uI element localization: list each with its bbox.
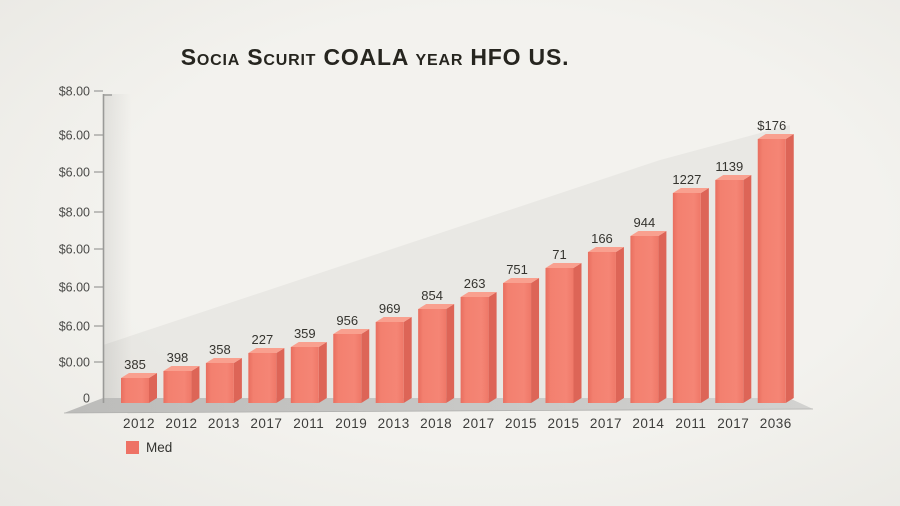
y-axis-label: $8.00 xyxy=(59,206,90,220)
bar-side-face xyxy=(149,373,157,403)
bar xyxy=(375,322,404,403)
bar-top-face xyxy=(121,373,157,378)
bar-side-face xyxy=(700,188,709,403)
bar-side-face xyxy=(403,317,412,403)
bar xyxy=(587,252,616,403)
bar-top-face xyxy=(503,278,540,283)
floor-front-edge xyxy=(63,408,814,414)
bar xyxy=(205,363,234,403)
bar-top-face xyxy=(333,329,370,334)
x-axis-label: 2014 xyxy=(632,416,664,431)
x-axis-label: 2015 xyxy=(547,416,579,431)
bar-value-label: 969 xyxy=(379,301,401,316)
bar-top-face xyxy=(163,366,200,371)
bar-side-face xyxy=(233,358,242,403)
bar-value-label: 263 xyxy=(464,276,486,291)
bar-top-face xyxy=(587,247,624,252)
x-axis-label: 2012 xyxy=(165,416,197,431)
y-axis-label: $6.00 xyxy=(59,243,90,257)
x-axis-label: 2017 xyxy=(717,416,749,431)
x-axis-label: 2015 xyxy=(505,416,537,431)
bar-side-face xyxy=(276,348,285,403)
bar-value-label: 751 xyxy=(506,262,528,277)
bar-top-face xyxy=(375,317,412,322)
bar-value-label: 227 xyxy=(251,332,273,347)
bar-side-face xyxy=(785,134,794,403)
x-axis-label: 2019 xyxy=(335,416,367,431)
y-axis-label: $6.00 xyxy=(59,166,90,180)
chart-title: Socia Scurit COALA year HFO US. xyxy=(180,44,570,70)
bar xyxy=(290,347,319,403)
bar xyxy=(715,180,744,403)
y-axis-label: $6.00 xyxy=(59,281,90,295)
legend-label: Med xyxy=(146,440,173,455)
bar-top-face xyxy=(757,134,794,139)
bar-side-face xyxy=(361,329,370,403)
bar xyxy=(503,283,532,403)
bar xyxy=(545,268,574,403)
bar-side-face xyxy=(743,175,752,403)
x-axis-label: 2017 xyxy=(463,416,495,431)
x-axis-label: 2012 xyxy=(123,416,155,431)
bar xyxy=(418,309,447,403)
bar-value-label: 1227 xyxy=(672,172,701,187)
bar-top-face xyxy=(290,342,327,347)
bar xyxy=(248,353,277,403)
y-axis-label: $6.00 xyxy=(59,129,90,143)
legend: Med xyxy=(126,440,172,455)
bar-value-label: 944 xyxy=(634,215,656,230)
bar-top-face xyxy=(545,263,582,268)
bar-top-face xyxy=(418,304,455,309)
y-axis-label: 0 xyxy=(83,392,90,406)
bar-side-face xyxy=(488,292,497,403)
bar-side-face xyxy=(318,342,327,403)
bar-value-label: 166 xyxy=(591,231,613,246)
bar-value-label: 956 xyxy=(336,313,358,328)
bar-value-label: $176 xyxy=(757,118,786,133)
bar-side-face xyxy=(531,278,540,403)
bar xyxy=(333,334,362,403)
bar-top-face xyxy=(715,175,752,180)
y-axis-label: $0.00 xyxy=(59,356,90,370)
x-axis-label: 2017 xyxy=(590,416,622,431)
bar-top-face xyxy=(248,348,285,353)
bar-top-face xyxy=(630,231,667,236)
x-axis-label: 2017 xyxy=(250,416,282,431)
left-wall-shade xyxy=(104,94,132,403)
bar-side-face xyxy=(446,304,455,403)
bar xyxy=(630,236,659,403)
bar-side-face xyxy=(191,366,200,403)
bar-value-label: 1139 xyxy=(715,159,743,174)
legend-swatch-icon xyxy=(126,441,139,454)
x-axis-label: 2036 xyxy=(760,416,792,431)
bar-top-face xyxy=(672,188,709,193)
bar-value-label: 385 xyxy=(124,357,146,372)
x-axis-label: 2011 xyxy=(293,416,324,431)
y-axis-label: $6.00 xyxy=(59,320,90,334)
bar xyxy=(460,297,489,403)
bar-value-label: 398 xyxy=(167,350,189,365)
bar-value-label: 71 xyxy=(552,247,566,262)
bar xyxy=(757,139,786,403)
bar-top-face xyxy=(205,358,242,363)
bar-top-face xyxy=(460,292,497,297)
bar-side-face xyxy=(573,263,582,403)
bar-value-label: 358 xyxy=(209,342,231,357)
x-axis-label: 2013 xyxy=(378,416,410,431)
bar-value-label: 359 xyxy=(294,326,316,341)
x-axis-label: 2011 xyxy=(675,416,706,431)
bar xyxy=(163,371,192,403)
bar-side-face xyxy=(615,247,624,403)
x-axis-label: 2013 xyxy=(208,416,240,431)
x-axis-label: 2018 xyxy=(420,416,452,431)
bar-value-label: 854 xyxy=(421,288,443,303)
y-axis-label: $8.00 xyxy=(59,85,90,99)
bar xyxy=(121,378,149,403)
bar-side-face xyxy=(658,231,667,403)
bar xyxy=(672,193,701,403)
